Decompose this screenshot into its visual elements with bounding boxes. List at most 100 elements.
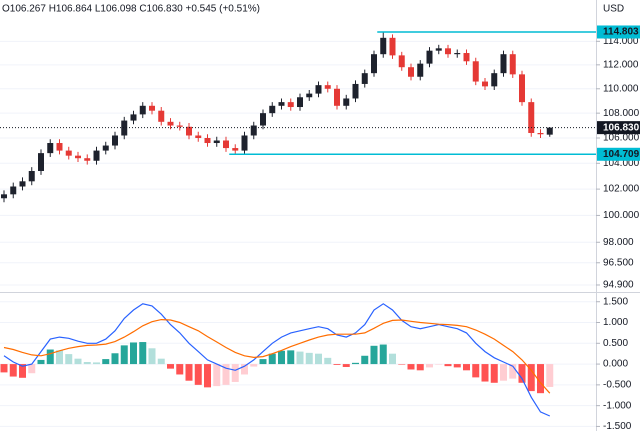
candle-body xyxy=(435,48,442,51)
histogram-bar xyxy=(407,364,415,370)
candle-body xyxy=(19,181,26,187)
y-tick-label: 100.000 xyxy=(603,210,640,221)
histogram-bar xyxy=(296,351,304,365)
candle-body xyxy=(306,93,313,98)
histogram-bar xyxy=(259,359,267,365)
candle-body xyxy=(380,37,387,55)
y-tick-label: 0.500 xyxy=(603,338,628,349)
candle-body xyxy=(472,61,479,82)
candle-body xyxy=(232,148,239,151)
candle-body xyxy=(75,155,81,159)
histogram-bar xyxy=(130,342,137,365)
histogram-bar xyxy=(93,362,100,365)
histogram-bar xyxy=(333,364,341,365)
histogram-bar xyxy=(28,364,36,374)
histogram-bar xyxy=(120,345,128,365)
histogram-bar xyxy=(481,364,489,382)
histogram-bar xyxy=(46,349,54,365)
candle-body xyxy=(1,194,7,199)
candle-body xyxy=(519,74,525,103)
histogram-bar xyxy=(398,364,406,365)
histogram-bar xyxy=(241,364,248,375)
level-label: 104.709 xyxy=(603,149,640,160)
candle-body xyxy=(10,186,17,195)
level-label-box xyxy=(597,25,640,39)
candle-body xyxy=(204,137,211,144)
candle-body xyxy=(167,121,174,126)
histogram-bar xyxy=(19,364,26,378)
last-price-box xyxy=(597,121,640,135)
candle-body xyxy=(93,150,100,161)
histogram-bar xyxy=(518,364,526,383)
candle-body xyxy=(537,132,544,135)
y-tick-label: -0.500 xyxy=(603,380,632,391)
histogram-bar xyxy=(324,357,332,365)
y-tick-label: 94.900 xyxy=(603,280,634,291)
candle-body xyxy=(47,143,54,154)
candle-body xyxy=(491,73,498,87)
histogram-bar xyxy=(37,359,45,365)
y-tick-label: 102.000 xyxy=(603,184,640,195)
histogram-bar xyxy=(204,364,211,388)
candle-body xyxy=(158,110,165,122)
histogram-bar xyxy=(213,364,221,387)
candle-body xyxy=(130,114,137,121)
candle-body xyxy=(315,85,322,94)
candle-body xyxy=(426,50,433,64)
histogram-bar xyxy=(435,364,443,365)
candle-body xyxy=(186,126,192,136)
histogram-bar xyxy=(426,364,433,368)
histogram-bar xyxy=(546,364,554,387)
y-tick-label: -1.500 xyxy=(603,421,632,431)
histogram-bar xyxy=(537,364,544,394)
histogram-bar xyxy=(453,364,461,368)
histogram-bar xyxy=(268,353,276,365)
y-tick-label: 114.000 xyxy=(603,36,639,47)
macd-line xyxy=(3,303,551,417)
candle-body xyxy=(121,120,128,136)
level-label-box xyxy=(597,147,640,161)
histogram-bar xyxy=(500,364,507,381)
currency: USD xyxy=(603,4,624,15)
candle-body xyxy=(223,140,229,149)
histogram-bar xyxy=(194,364,202,385)
y-tick-label: -1.000 xyxy=(603,400,632,411)
candle-body xyxy=(417,63,424,77)
histogram-bar xyxy=(472,364,480,378)
candle-body xyxy=(463,53,470,62)
candle-body xyxy=(509,54,516,75)
candle-body xyxy=(445,48,451,55)
histogram-bar xyxy=(315,353,322,365)
y-tick-label: 104.000 xyxy=(603,158,640,169)
level-label: 114.803 xyxy=(603,27,639,38)
y-tick-label: 96.500 xyxy=(603,257,634,268)
y-tick-label: 98.000 xyxy=(603,237,634,248)
histogram-bar xyxy=(83,362,91,365)
candle-body xyxy=(102,145,109,151)
candle-body xyxy=(241,135,248,151)
candle-body xyxy=(84,158,91,161)
candle-body xyxy=(38,153,44,171)
histogram-bar xyxy=(490,364,498,383)
candle-body xyxy=(112,135,118,146)
candle-body xyxy=(195,135,202,138)
candle-body xyxy=(398,55,405,68)
histogram-bar xyxy=(352,362,359,365)
candle-body xyxy=(389,37,396,56)
histogram-bar xyxy=(305,352,313,365)
histogram-bar xyxy=(278,350,285,365)
y-tick-label: 1.500 xyxy=(603,296,628,307)
histogram-bar xyxy=(389,353,396,365)
candle-body xyxy=(528,102,535,133)
candle-body xyxy=(546,127,553,135)
candle-body xyxy=(482,81,488,87)
y-tick-label: 108.000 xyxy=(603,108,640,119)
histogram-bar xyxy=(185,364,193,381)
candle-body xyxy=(149,105,155,111)
candle-body xyxy=(28,170,35,182)
histogram-bar xyxy=(379,344,387,365)
histogram-bar xyxy=(370,345,378,365)
histogram-bar xyxy=(361,355,369,365)
y-tick-label: 0.000 xyxy=(603,359,628,370)
